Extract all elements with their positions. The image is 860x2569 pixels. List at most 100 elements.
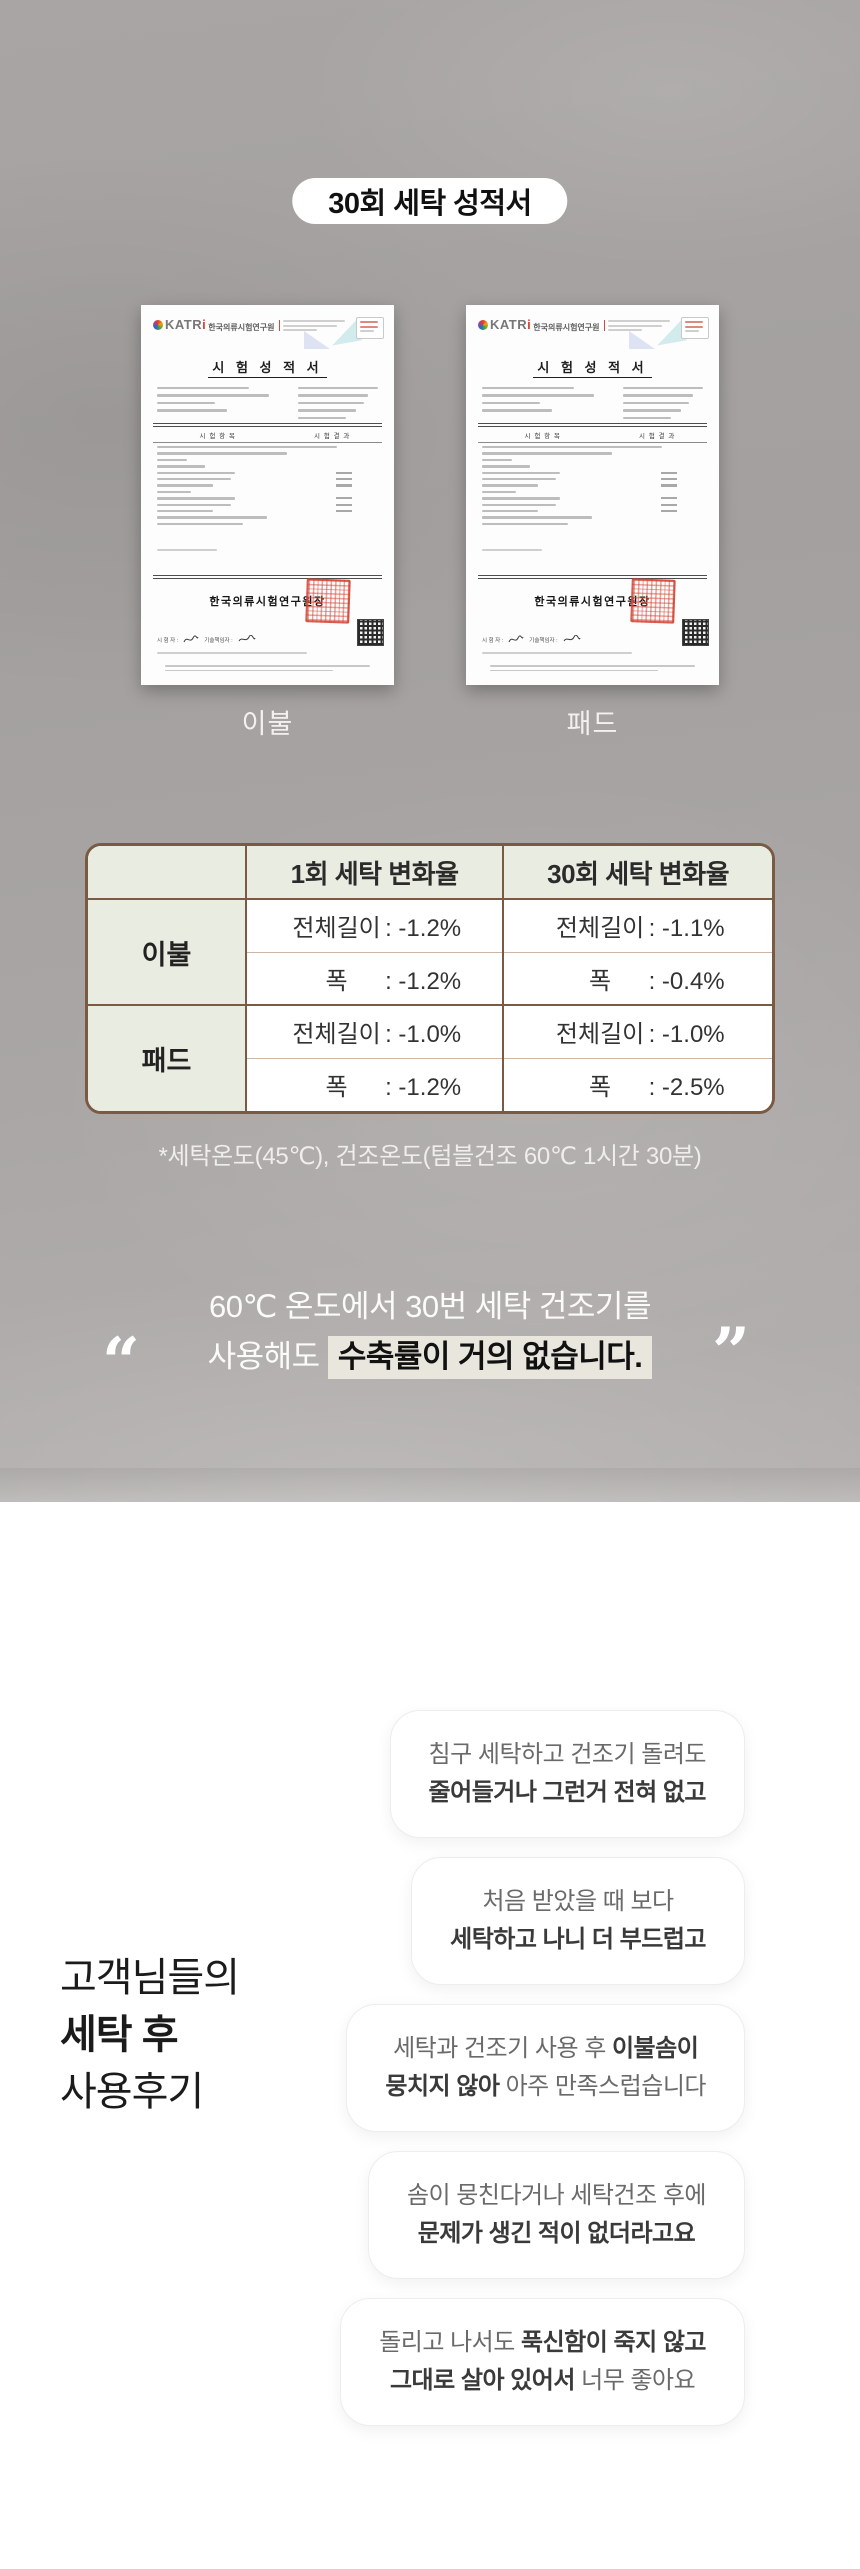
field-lines-right xyxy=(623,387,703,419)
close-quote-mark: ” xyxy=(712,1313,750,1391)
table-cell: 전체길이: -1.0% xyxy=(503,1004,772,1058)
red-seal-stamp xyxy=(305,578,351,624)
certificates-row: KATRi 한국의류시험연구원 시 험 성 적 서 xyxy=(0,305,860,741)
review-bubble-line: 뭉치지 않아 아주 만족스럽습니다 xyxy=(385,2073,706,2100)
table-column-header: 30회 세탁 변화율 xyxy=(503,846,772,900)
address-line xyxy=(482,652,632,655)
remark-lines xyxy=(482,549,703,552)
table-cell: 폭: -2.5% xyxy=(503,1057,772,1111)
test-report-duvet: KATRi 한국의류시험연구원 시 험 성 적 서 xyxy=(141,305,394,685)
field-lines-right xyxy=(298,387,378,419)
org-address-lines xyxy=(603,320,681,331)
qr-code xyxy=(682,619,709,646)
director-title: 한국의류시험연구원장 xyxy=(209,596,326,608)
wash-conditions-footnote: *세탁온도(45℃), 건조온도(텀블건조 60℃ 1시간 30분) xyxy=(158,1143,702,1170)
table-cell: 폭: -1.2% xyxy=(246,951,505,1005)
review-bubbles: 침구 세탁하고 건조기 돌려도 줄어들거나 그런거 전혀 없고 처음 받았을 때 보… xyxy=(340,1710,745,2426)
address-line xyxy=(157,652,307,655)
red-seal-stamp xyxy=(630,578,676,624)
report-header: KATRi 한국의류시험연구원 xyxy=(153,317,384,339)
org-address-lines xyxy=(278,320,356,331)
review-bubble-line: 문제가 생긴 적이 없더라고요 xyxy=(417,2220,696,2247)
certificate-duvet-wrap: KATRi 한국의류시험연구원 시 험 성 적 서 xyxy=(141,305,394,741)
review-bubble-line: 처음 받았을 때 보다 xyxy=(482,1888,674,1915)
table-column-header: 1회 세탁 변화율 xyxy=(246,846,505,900)
result-lines xyxy=(482,446,703,526)
result-lines xyxy=(157,446,378,526)
test-report-pad: KATRi 한국의류시험연구원 시 험 성 적 서 xyxy=(466,305,719,685)
table-row-label: 패드 xyxy=(88,1004,247,1111)
director-title: 한국의류시험연구원장 xyxy=(534,596,651,608)
katri-logo-text: KATRi xyxy=(165,317,207,332)
field-lines-left xyxy=(482,387,594,419)
divider xyxy=(478,423,707,427)
result-table-header: 시 험 항 목 시 험 결 과 xyxy=(478,430,707,443)
edoc-verify-badge xyxy=(681,317,709,339)
remark-lines xyxy=(157,549,378,552)
certificate-pad-wrap: KATRi 한국의류시험연구원 시 험 성 적 서 xyxy=(466,305,719,741)
reviews-section: 고객님들의 세탁 후 사용후기 침구 세탁하고 건조기 돌려도 줄어들거나 그런거… xyxy=(0,1502,860,2569)
org-name: 한국의류시험연구원 xyxy=(533,323,600,332)
reviews-heading: 고객님들의 세탁 후 사용후기 xyxy=(60,1950,240,2121)
review-bubble-line: 돌리고 나서도 푹신함이 죽지 않고 xyxy=(379,2329,706,2356)
field-lines-left xyxy=(157,387,269,419)
wash-change-table: 1회 세탁 변화율 30회 세탁 변화율 이불 전체길이: -1.2% 전체길이: -1… xyxy=(85,843,775,1114)
report-badge: 30회 세탁 성적서 xyxy=(292,178,568,224)
table-cell: 전체길이: -1.1% xyxy=(503,899,772,952)
divider xyxy=(153,423,382,427)
review-bubble-line: 그대로 살아 있어서 너무 좋아요 xyxy=(389,2367,696,2394)
quote-highlight: 수축률이 거의 없습니다. xyxy=(327,1336,653,1379)
certificate-caption-pad: 패드 xyxy=(566,709,619,739)
signature-scribble xyxy=(183,635,199,643)
quote-line2: 사용해도 수축률이 거의 없습니다. xyxy=(0,1335,860,1379)
reviews-heading-line1: 고객님들의 xyxy=(60,1956,240,2000)
review-bubble-line: 세탁하고 나니 더 부드럽고 xyxy=(450,1926,706,1953)
divider xyxy=(153,575,382,579)
qr-code xyxy=(357,619,384,646)
fine-print-lines xyxy=(165,665,370,672)
katri-logo-text: KATRi xyxy=(490,317,532,332)
report-title: 시 험 성 적 서 xyxy=(466,357,719,378)
table-corner-cell xyxy=(88,846,247,900)
katri-logo-icon xyxy=(153,320,163,330)
reviews-heading-line3: 사용후기 xyxy=(60,2070,204,2114)
table-cell: 폭: -0.4% xyxy=(503,951,772,1005)
report-title: 시 험 성 적 서 xyxy=(141,357,394,378)
table-cell: 전체길이: -1.2% xyxy=(246,899,505,952)
report-fields xyxy=(482,387,703,419)
report-header: KATRi 한국의류시험연구원 xyxy=(478,317,709,339)
fabric-background-section: 30회 세탁 성적서 KATRi 한국의류시험연구원 xyxy=(0,0,860,1502)
report-badge-label: 30회 세탁 성적서 xyxy=(328,188,532,220)
certificate-caption-duvet: 이불 xyxy=(241,709,294,739)
signature-scribble xyxy=(238,635,256,642)
quote-line1: 60℃ 온도에서 30번 세탁 건조기를 xyxy=(209,1289,651,1324)
quote-line2-prefix: 사용해도 xyxy=(207,1339,328,1374)
review-bubble-line: 줄어들거나 그런거 전혀 없고 xyxy=(428,1779,707,1806)
edoc-verify-badge xyxy=(356,317,384,339)
signature-row: 시 험 자 : 기술책임자 : xyxy=(482,635,667,644)
watermark-triangle xyxy=(304,331,330,349)
result-table-header: 시 험 항 목 시 험 결 과 xyxy=(153,430,382,443)
open-quote-mark: “ xyxy=(102,1323,140,1401)
signature-row: 시 험 자 : 기술책임자 : xyxy=(157,635,342,644)
review-bubble-line: 솜이 뭉친다거나 세탁건조 후에 xyxy=(406,2182,707,2209)
report-fields xyxy=(157,387,378,419)
fine-print-lines xyxy=(490,665,695,672)
table-row-label: 이불 xyxy=(88,899,247,1005)
signature-scribble xyxy=(563,635,581,642)
watermark-triangle xyxy=(629,331,655,349)
signature-scribble xyxy=(508,635,524,643)
table-cell: 폭: -1.2% xyxy=(246,1057,505,1111)
reviews-heading-line2: 세탁 후 xyxy=(60,2013,179,2057)
quote-section: “ 60℃ 온도에서 30번 세탁 건조기를 사용해도 수축률이 거의 없습니다… xyxy=(0,1285,860,1395)
review-bubble-line: 세탁과 건조기 사용 후 이불솜이 xyxy=(393,2035,699,2062)
divider xyxy=(478,575,707,579)
org-name: 한국의류시험연구원 xyxy=(208,323,275,332)
table-cell: 전체길이: -1.0% xyxy=(246,1004,505,1058)
katri-logo-icon xyxy=(478,320,488,330)
